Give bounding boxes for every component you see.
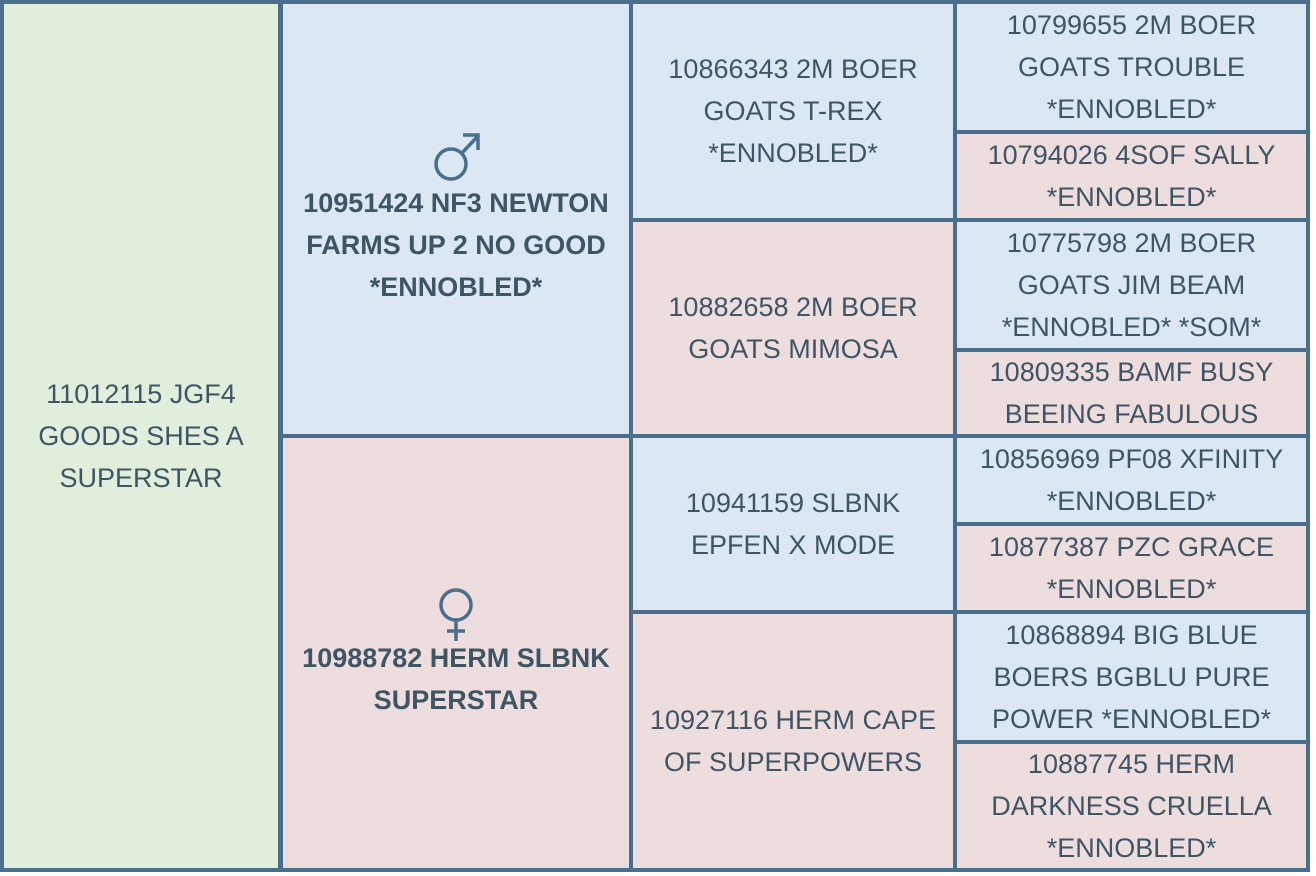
male-symbol-icon bbox=[430, 130, 482, 186]
dam-cell: 10988782 HERM SLBNK SUPERSTAR bbox=[283, 438, 629, 868]
subject-cell: 11012115 JGF4 GOODS SHES A SUPERSTAR bbox=[4, 4, 278, 868]
sire-dam-sire-cell: 10775798 2M BOER GOATS JIM BEAM *ENNOBLE… bbox=[957, 222, 1306, 348]
dam-dam-dam-name: 10887745 HERM DARKNESS CRUELLA *ENNOBLED… bbox=[991, 749, 1272, 863]
dam-name: 10988782 HERM SLBNK SUPERSTAR bbox=[302, 643, 610, 715]
sire-sire-name: 10866343 2M BOER GOATS T-REX *ENNOBLED* bbox=[668, 54, 918, 168]
subject-name: 11012115 JGF4 GOODS SHES A SUPERSTAR bbox=[38, 379, 244, 493]
dam-sire-sire-cell: 10856969 PF08 XFINITY *ENNOBLED* bbox=[957, 438, 1306, 522]
sire-cell: 10951424 NF3 NEWTON FARMS UP 2 NO GOOD *… bbox=[283, 4, 629, 434]
sire-name: 10951424 NF3 NEWTON FARMS UP 2 NO GOOD *… bbox=[303, 188, 609, 302]
sire-sire-dam-name: 10794026 4SOF SALLY *ENNOBLED* bbox=[987, 140, 1276, 212]
dam-dam-cell: 10927116 HERM CAPE OF SUPERPOWERS bbox=[633, 614, 953, 868]
dam-sire-dam-cell: 10877387 PZC GRACE *ENNOBLED* bbox=[957, 526, 1306, 610]
dam-dam-name: 10927116 HERM CAPE OF SUPERPOWERS bbox=[649, 705, 937, 777]
dam-dam-sire-name: 10868894 BIG BLUE BOERS BGBLU PURE POWER… bbox=[991, 620, 1272, 734]
dam-dam-dam-cell: 10887745 HERM DARKNESS CRUELLA *ENNOBLED… bbox=[957, 744, 1306, 868]
sire-sire-sire-name: 10799655 2M BOER GOATS TROUBLE *ENNOBLED… bbox=[1006, 10, 1257, 124]
sire-dam-dam-cell: 10809335 BAMF BUSY BEEING FABULOUS bbox=[957, 352, 1306, 434]
sire-dam-name: 10882658 2M BOER GOATS MIMOSA bbox=[668, 292, 918, 364]
sire-dam-dam-name: 10809335 BAMF BUSY BEEING FABULOUS bbox=[989, 357, 1274, 429]
sire-dam-cell: 10882658 2M BOER GOATS MIMOSA bbox=[633, 222, 953, 434]
female-symbol-icon bbox=[430, 585, 482, 641]
sire-sire-dam-cell: 10794026 4SOF SALLY *ENNOBLED* bbox=[957, 134, 1306, 218]
dam-sire-sire-name: 10856969 PF08 XFINITY *ENNOBLED* bbox=[979, 444, 1284, 516]
sire-sire-cell: 10866343 2M BOER GOATS T-REX *ENNOBLED* bbox=[633, 4, 953, 218]
dam-dam-sire-cell: 10868894 BIG BLUE BOERS BGBLU PURE POWER… bbox=[957, 614, 1306, 740]
sire-sire-sire-cell: 10799655 2M BOER GOATS TROUBLE *ENNOBLED… bbox=[957, 4, 1306, 130]
dam-sire-dam-name: 10877387 PZC GRACE *ENNOBLED* bbox=[988, 532, 1275, 604]
dam-sire-cell: 10941159 SLBNK EPFEN X MODE bbox=[633, 438, 953, 610]
dam-sire-name: 10941159 SLBNK EPFEN X MODE bbox=[685, 488, 901, 560]
sire-dam-sire-name: 10775798 2M BOER GOATS JIM BEAM *ENNOBLE… bbox=[1001, 228, 1262, 342]
